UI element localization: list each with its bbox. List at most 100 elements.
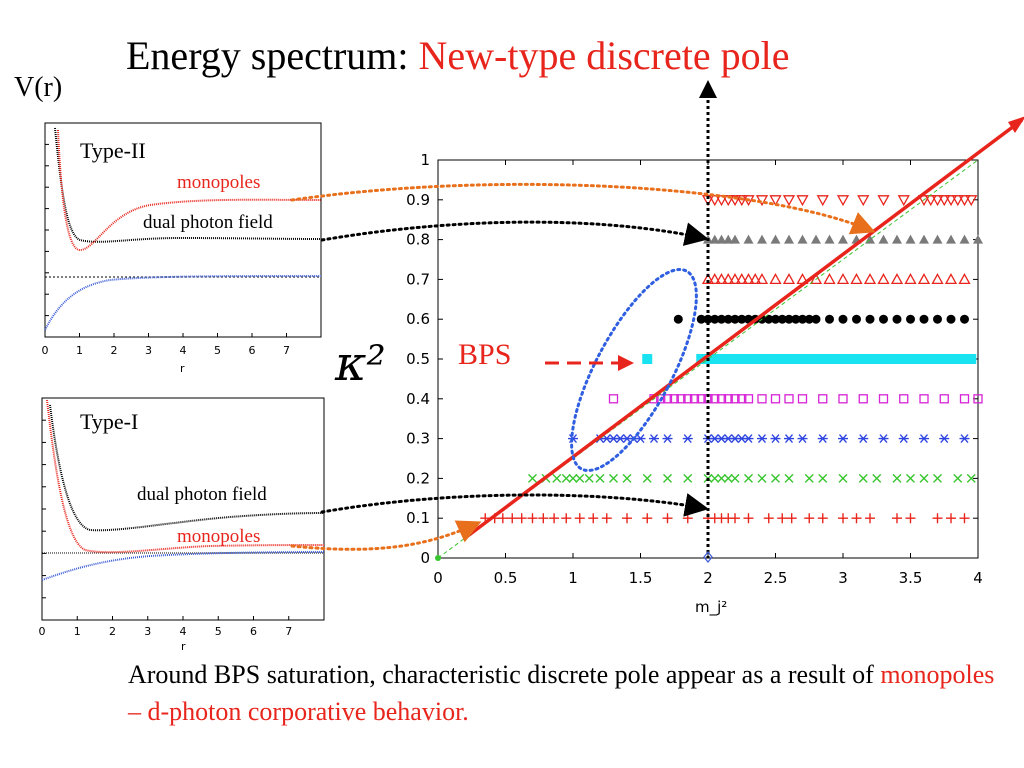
filled-square-marker — [858, 354, 869, 364]
small-x-tick-label: 0 — [42, 344, 49, 357]
filled-circle-marker — [825, 314, 834, 324]
filled-triangle-marker — [770, 234, 781, 244]
cross-marker — [771, 473, 780, 483]
caption-prefix: Around BPS saturation, characteristic di… — [128, 660, 881, 689]
open-triangle-marker — [769, 273, 782, 285]
open-square-marker — [696, 394, 706, 404]
type-i-plot: 0 1 2 3 4 5 6 7 Type-I dual photon field monopo… — [39, 397, 325, 650]
open-triangle-marker — [809, 273, 823, 285]
filled-triangle-marker — [784, 234, 794, 244]
star-marker — [649, 434, 659, 444]
open-triangle-marker — [722, 273, 735, 285]
filled-circle-marker — [703, 314, 713, 324]
filled-circle-marker — [784, 314, 794, 324]
open-triangle-marker — [708, 273, 721, 285]
type-ii-ticks: 0 1 2 3 4 5 6 7 — [42, 143, 290, 357]
open-square-marker — [689, 394, 700, 404]
open-down-triangle-marker — [769, 195, 782, 207]
filled-triangle-marker — [757, 234, 767, 244]
cross-marker — [818, 473, 828, 483]
filled-circle-marker — [919, 314, 929, 324]
plus-marker — [538, 513, 549, 524]
plus-marker — [817, 513, 828, 524]
plus-marker — [763, 513, 774, 524]
type-ii-plot: 0 1 2 3 4 5 6 7 Type-II monopoles dual photon f… — [42, 122, 322, 375]
cross-marker — [561, 473, 571, 483]
spectrum-x-tick-label: 1.5 — [629, 569, 653, 587]
open-square-marker — [737, 394, 747, 404]
filled-square-marker — [932, 354, 943, 364]
open-square-marker — [723, 394, 733, 404]
plus-marker — [865, 513, 875, 524]
filled-square-marker — [831, 354, 842, 364]
plus-marker — [743, 513, 754, 524]
filled-square-marker — [939, 354, 950, 364]
plus-marker — [574, 513, 585, 524]
spectrum-x-tick-label: 4 — [973, 569, 983, 587]
filled-circle-marker — [673, 314, 683, 324]
filled-triangle-marker — [973, 234, 983, 244]
filled-triangle-marker — [824, 234, 835, 244]
spectrum-x-tick-label: 2 — [703, 569, 713, 587]
open-square-marker — [797, 394, 808, 404]
open-square-marker — [858, 394, 868, 404]
open-square-marker — [743, 394, 754, 404]
spectrum-y-tick-label: 0.5 — [406, 350, 430, 368]
open-down-triangle-marker — [897, 195, 910, 207]
cross-marker — [584, 473, 594, 483]
filled-triangle-marker — [709, 234, 720, 244]
open-triangle-marker — [877, 273, 890, 285]
spectrum-x-tick-label: 3 — [838, 569, 848, 587]
filled-circle-marker — [723, 314, 733, 324]
spectrum-y-ticks: 0 0.1 0.2 0.3 0.4 0.5 0.6 0.7 0.8 0.9 1 — [406, 151, 978, 567]
plus-marker — [905, 513, 916, 524]
filled-triangle-marker — [723, 234, 734, 244]
filled-square-marker — [946, 354, 956, 364]
type-i-x-axis-label: r — [181, 640, 186, 650]
diamond-marker — [703, 551, 713, 563]
star-marker — [682, 434, 693, 444]
filled-square-marker — [865, 354, 875, 364]
small-x-tick-label: 1 — [74, 625, 81, 638]
filled-square-marker — [750, 354, 761, 364]
spectrum-y-tick-label: 0.8 — [406, 231, 430, 249]
type-ii-blue-curve — [44, 275, 322, 331]
open-triangle-marker — [890, 273, 904, 285]
filled-circle-marker — [771, 314, 780, 324]
filled-circle-marker — [798, 314, 807, 324]
open-triangle-marker — [755, 273, 769, 285]
plus-marker — [786, 513, 797, 524]
small-x-tick-label: 6 — [249, 344, 256, 357]
plus-marker — [549, 513, 560, 524]
open-triangle-marker — [931, 273, 944, 285]
star-marker — [743, 434, 754, 444]
open-square-marker — [676, 394, 686, 404]
type-i-blue-curve — [41, 551, 325, 581]
star-marker — [939, 434, 950, 444]
open-square-marker — [838, 394, 848, 404]
spectrum-y-tick-label: 0.6 — [406, 310, 430, 328]
filled-square-marker — [878, 354, 889, 364]
open-down-triangle-marker — [701, 195, 715, 207]
plus-marker — [642, 513, 653, 524]
star-marker — [797, 434, 808, 444]
type-ii-monopoles-label: monopoles — [177, 172, 260, 193]
type-i-dual-photon-label: dual photon field — [137, 484, 267, 505]
open-triangle-marker — [749, 273, 762, 285]
spectrum-x-axis-label: m_j² — [695, 598, 727, 617]
cross-marker — [595, 473, 605, 483]
filled-triangle-marker — [716, 234, 727, 244]
cross-marker — [663, 473, 672, 483]
vertical-marker-arrowhead — [699, 80, 717, 98]
filled-circle-marker — [906, 314, 915, 324]
filled-square-marker — [811, 354, 821, 364]
open-square-marker — [919, 394, 929, 404]
open-down-triangle-marker — [735, 195, 748, 207]
filled-square-marker — [777, 354, 788, 364]
plus-marker — [588, 513, 599, 524]
filled-circle-marker — [737, 314, 747, 324]
filled-square-marker — [966, 354, 977, 364]
cross-marker — [723, 473, 733, 483]
open-square-marker — [683, 394, 693, 404]
open-down-triangle-marker — [796, 195, 809, 207]
